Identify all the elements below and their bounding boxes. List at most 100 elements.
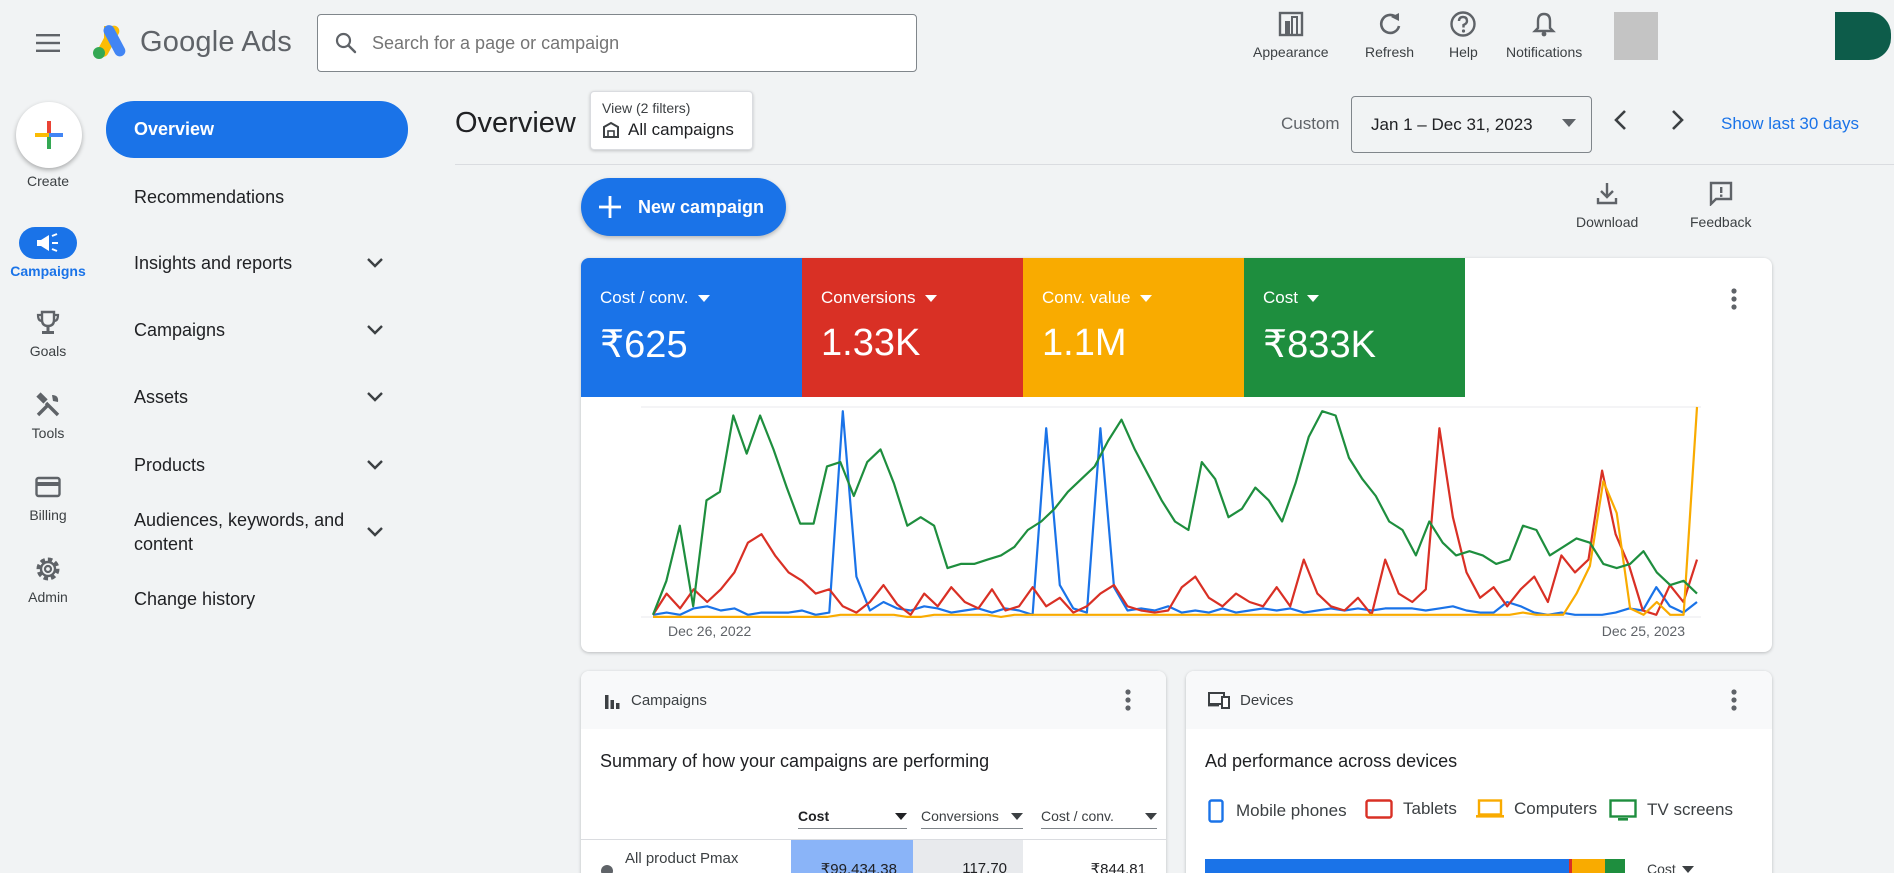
legend-tablets[interactable]: Tablets [1365,799,1457,819]
new-campaign-button[interactable]: New campaign [581,178,786,236]
notifications-button[interactable]: Notifications [1506,10,1582,60]
metric-value: 1.1M [1042,322,1127,364]
date-range-picker[interactable]: Jan 1 – Dec 31, 2023 [1351,96,1592,153]
legend-label: Mobile phones [1236,801,1347,820]
download-label: Download [1576,214,1639,230]
row-divider [581,839,1166,840]
tools-icon [36,392,60,417]
date-range-value: Jan 1 – Dec 31, 2023 [1371,114,1533,134]
nav-item-assets[interactable]: Assets [134,385,384,409]
card-header: Campaigns [581,671,1166,729]
nav-item-recommendations[interactable]: Recommendations [134,185,384,209]
nav-item-insights[interactable]: Insights and reports [134,251,384,275]
table-row[interactable]: All product Pmax ₹99,434.38 117.70 ₹844.… [581,840,1166,873]
column-header-conversions[interactable]: Conversions [921,808,1023,829]
rail-item-billing[interactable]: Billing [0,473,96,523]
conversions-cell: 117.70 [913,840,1023,873]
nav-item-overview[interactable]: Overview [106,101,408,158]
device-bar-segment-tv-screens[interactable] [1605,859,1625,873]
metric-value: ₹833K [1263,324,1376,366]
card-subtitle: Summary of how your campaigns are perfor… [600,751,990,771]
metric-name: Conversions [821,288,916,307]
card-title: Devices [1240,691,1294,709]
rail-item-admin[interactable]: Admin [0,555,96,605]
more-vert-icon[interactable] [1730,689,1738,711]
search-input[interactable] [372,32,892,54]
show-last-30-days-link[interactable]: Show last 30 days [1721,114,1859,133]
device-share-bar [1205,859,1625,873]
user-avatar[interactable] [1835,12,1891,60]
chevron-right-icon[interactable] [1667,108,1687,132]
rail-item-campaigns[interactable]: Campaigns [0,227,96,279]
column-label: Conversions [921,808,999,824]
view-filter-count: View (2 filters) [602,100,691,116]
column-header-cost-per-conv[interactable]: Cost / conv. [1041,808,1157,829]
create-button[interactable] [16,102,82,168]
dropdown-arrow-icon [924,294,937,302]
metric-tile-cost-per-conv[interactable]: Cost / conv. ₹625 [581,258,802,397]
view-filter-button[interactable]: View (2 filters) All campaigns [590,91,753,150]
nav-item-campaigns[interactable]: Campaigns [134,318,384,342]
top-bar: Google Ads Appearance Refresh Help Notif… [0,0,1894,88]
device-bar-segment-tablets[interactable] [1568,859,1573,873]
metric-value: 1.33K [821,322,921,364]
legend-label: Tablets [1403,799,1457,818]
series-line-cost [651,410,1698,616]
google-ads-logo[interactable]: Google Ads [90,24,292,60]
bar-chart-icon [605,695,620,709]
chevron-down-icon [367,527,383,537]
legend-label: Computers [1514,799,1598,818]
account-avatar[interactable] [1614,12,1658,60]
new-campaign-label: New campaign [638,196,765,217]
help-button[interactable]: Help [1449,10,1478,60]
nav-item-change-history[interactable]: Change history [134,587,384,611]
legend-tv-screens[interactable]: TV screens [1609,799,1733,821]
tv-icon [1609,799,1637,821]
dropdown-arrow-icon [1681,865,1694,873]
campaign-status-icon [601,865,613,873]
dropdown-arrow-icon [697,294,710,302]
more-vert-icon[interactable] [1730,288,1738,310]
nav-overview-label: Overview [134,119,215,139]
rail-item-tools[interactable]: Tools [0,391,96,441]
menu-icon[interactable] [30,28,66,58]
nav-label: Campaigns [134,319,226,340]
feedback-button[interactable]: Feedback [1690,180,1751,230]
header-divider [455,164,1894,165]
cost-per-conv-value: ₹844.81 [1090,861,1146,873]
metric-name: Conv. value [1042,288,1131,307]
megaphone-icon [37,233,58,252]
nav-item-products[interactable]: Products [134,453,384,477]
app-name: Google Ads [140,25,292,58]
create-label: Create [26,173,70,189]
device-bar-segment-computers[interactable] [1572,859,1606,873]
legend-mobile-phones[interactable]: Mobile phones [1208,799,1347,823]
appearance-label: Appearance [1253,44,1329,60]
refresh-button[interactable]: Refresh [1365,10,1414,60]
phone-icon [1208,799,1224,823]
rail-label-goals: Goals [29,343,67,359]
metric-tile-cost[interactable]: Cost ₹833K [1244,258,1465,397]
legend-computers[interactable]: Computers [1476,799,1597,819]
device-metric-label: Cost [1647,861,1676,873]
column-header-cost[interactable]: Cost [798,808,907,829]
search-box[interactable] [317,14,917,72]
metric-tile-conv-value[interactable]: Conv. value 1.1M [1023,258,1244,397]
metric-tile-conversions[interactable]: Conversions 1.33K [802,258,1023,397]
tablet-icon [1365,799,1393,819]
appearance-button[interactable]: Appearance [1253,10,1329,60]
rail-item-goals[interactable]: Goals [0,309,96,359]
chevron-left-icon[interactable] [1611,108,1631,132]
rail-label-campaigns: Campaigns [10,263,86,279]
download-button[interactable]: Download [1576,180,1638,230]
performance-chart-card: Cost / conv. ₹625 Conversions 1.33K Conv… [581,258,1772,652]
metric-value: ₹625 [600,324,688,366]
chevron-down-icon [367,460,383,470]
device-bar-segment-mobile-phones[interactable] [1205,859,1569,873]
rail-active-pill [19,227,77,259]
dropdown-arrow-icon [1562,119,1576,127]
device-metric-select[interactable]: Cost [1647,861,1694,873]
nav-item-audiences[interactable]: Audiences, keywords, and content [134,508,384,556]
more-vert-icon[interactable] [1124,689,1132,711]
cost-cell: ₹99,434.38 [791,840,913,873]
